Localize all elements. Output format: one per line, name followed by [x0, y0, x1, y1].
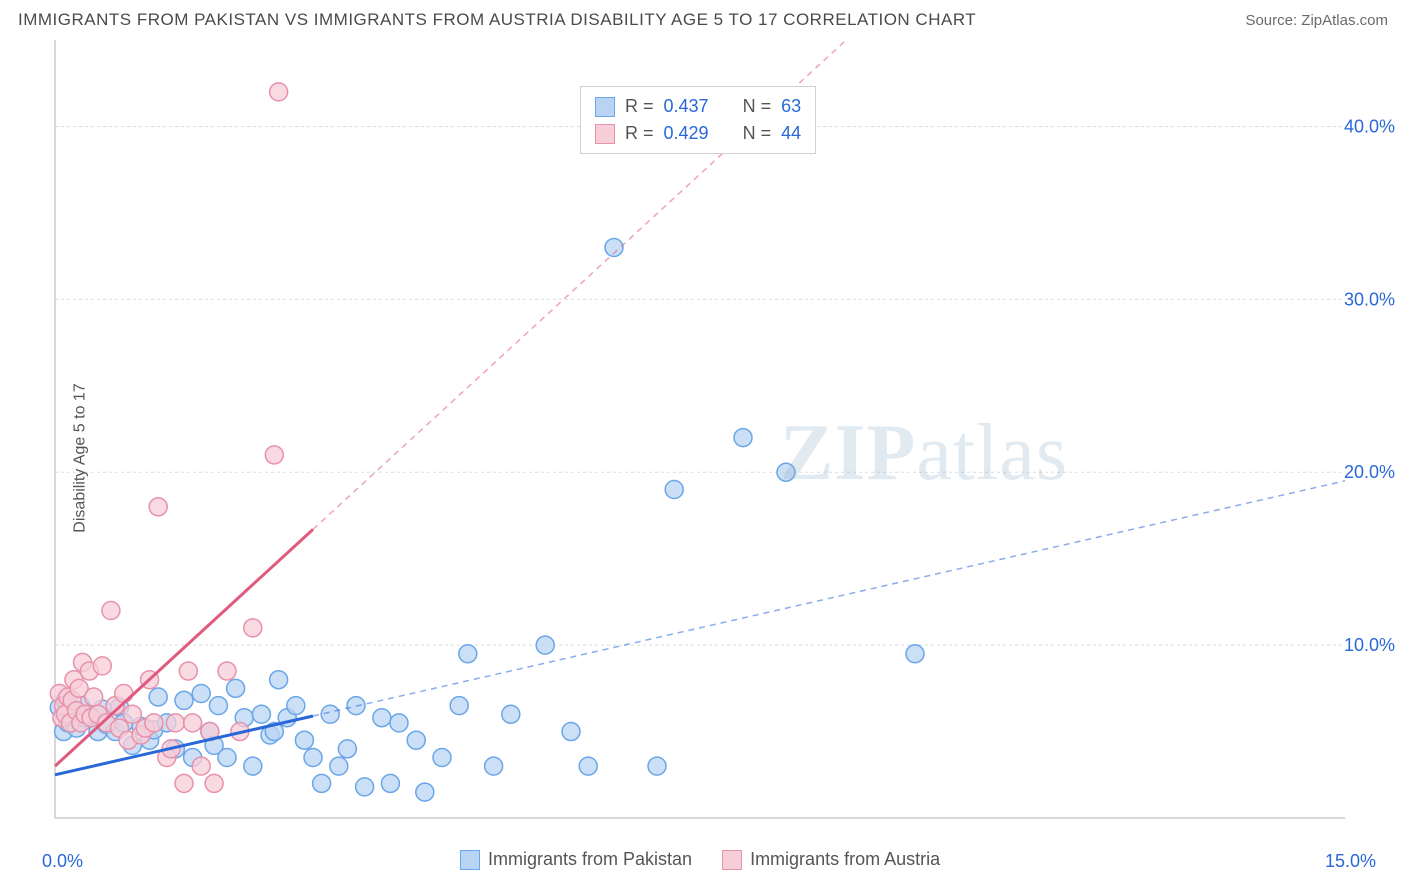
chart-title: IMMIGRANTS FROM PAKISTAN VS IMMIGRANTS F… [18, 10, 976, 30]
stats-legend-row: R = 0.437 N = 63 [595, 93, 801, 120]
legend-r-label: R = [625, 93, 654, 120]
series-legend: Immigrants from Pakistan Immigrants from … [460, 849, 940, 870]
legend-n-label: N = [743, 120, 772, 147]
legend-label: Immigrants from Austria [750, 849, 940, 870]
x-tick-min: 0.0% [42, 851, 83, 872]
legend-label: Immigrants from Pakistan [488, 849, 692, 870]
legend-swatch [595, 97, 615, 117]
legend-n-label: N = [743, 93, 772, 120]
legend-r-value: 0.437 [664, 93, 709, 120]
legend-n-value: 44 [781, 120, 801, 147]
y-axis-label: Disability Age 5 to 17 [72, 383, 90, 532]
scatter-chart: 10.0% 20.0% 30.0% 40.0% [0, 38, 1406, 848]
source-label: Source: ZipAtlas.com [1245, 12, 1388, 29]
legend-item: Immigrants from Pakistan [460, 849, 692, 870]
x-tick-max: 15.0% [1325, 851, 1376, 872]
legend-swatch [722, 850, 742, 870]
legend-swatch [460, 850, 480, 870]
legend-item: Immigrants from Austria [722, 849, 940, 870]
stats-legend: R = 0.437 N = 63 R = 0.429 N = 44 [580, 86, 816, 154]
legend-n-value: 63 [781, 93, 801, 120]
stats-legend-row: R = 0.429 N = 44 [595, 120, 801, 147]
svg-text:20.0%: 20.0% [1344, 462, 1395, 482]
svg-text:30.0%: 30.0% [1344, 289, 1395, 309]
legend-swatch [595, 124, 615, 144]
legend-r-label: R = [625, 120, 654, 147]
svg-text:10.0%: 10.0% [1344, 635, 1395, 655]
svg-text:40.0%: 40.0% [1344, 116, 1395, 136]
title-bar: IMMIGRANTS FROM PAKISTAN VS IMMIGRANTS F… [0, 0, 1406, 38]
chart-container: Disability Age 5 to 17 10.0% 20.0% 30.0% 40… [0, 38, 1406, 878]
legend-r-value: 0.429 [664, 120, 709, 147]
